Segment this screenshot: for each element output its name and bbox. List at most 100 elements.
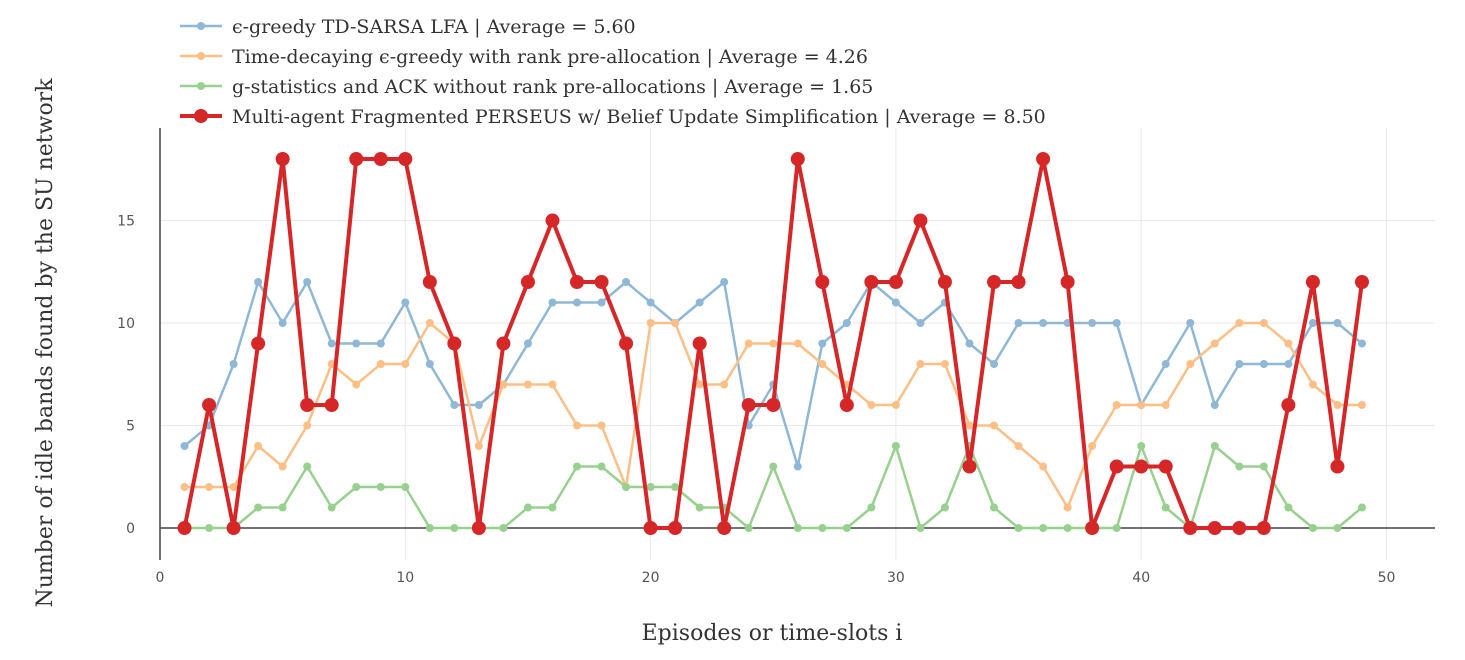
series-1-point xyxy=(1259,360,1268,368)
series-4-point xyxy=(496,336,511,351)
series-1-point xyxy=(1284,360,1293,368)
series-4-point xyxy=(790,152,805,166)
series-3-point xyxy=(376,483,385,491)
series-1-point xyxy=(425,360,434,368)
legend-swatch-marker xyxy=(197,52,205,60)
series-2-point xyxy=(1137,401,1146,409)
series-3-point xyxy=(793,524,802,532)
series-1-point xyxy=(916,319,925,327)
series-1-point xyxy=(1357,339,1366,348)
series-2-point xyxy=(1210,339,1219,348)
series-4-point xyxy=(888,275,903,289)
series-3-point xyxy=(1284,503,1293,512)
series-1-point xyxy=(376,339,385,348)
series-2-point xyxy=(818,360,827,368)
x-tick-label: 50 xyxy=(1378,570,1396,586)
series-1-point xyxy=(229,360,238,368)
series-2-point xyxy=(1088,442,1097,450)
series-4-point xyxy=(520,275,535,289)
series-1-point xyxy=(695,298,704,307)
series-2-point xyxy=(1259,319,1268,327)
series-1-point xyxy=(1308,319,1317,327)
legend-label: Multi-agent Fragmented PERSEUS w/ Belief… xyxy=(232,106,1046,128)
series-4-point xyxy=(1109,459,1124,474)
series-1-point xyxy=(1112,319,1121,327)
series-4-point xyxy=(349,152,364,166)
series-3-point xyxy=(499,524,508,532)
series-2-point xyxy=(523,380,532,389)
x-axis-title: Episodes or time-slots i xyxy=(642,621,903,646)
series-3-point xyxy=(352,483,361,491)
series-3-point xyxy=(278,503,287,512)
series-2-point xyxy=(278,462,287,471)
series-3-point xyxy=(1259,462,1268,471)
series-2-point xyxy=(1186,360,1195,368)
series-2-line xyxy=(183,321,1364,509)
series-2-point xyxy=(940,360,949,368)
series-1-point xyxy=(1088,319,1097,327)
series-2-point xyxy=(646,319,655,327)
series-1-point xyxy=(793,462,802,471)
series-1-point xyxy=(573,298,582,307)
series-3-point xyxy=(769,462,778,471)
series-4-point xyxy=(398,152,413,166)
series-2-point xyxy=(744,339,753,348)
grid xyxy=(160,128,1435,560)
series-4-point xyxy=(251,336,266,351)
legend-item-1: ϵ-greedy TD-SARSA LFA | Average = 5.60 xyxy=(180,16,636,38)
series-4-point xyxy=(447,336,462,351)
series-1-point xyxy=(352,339,361,348)
series-3-point xyxy=(205,524,214,532)
series-4-point xyxy=(471,521,486,535)
series-3-point xyxy=(1357,503,1366,512)
series-1-point xyxy=(327,339,336,348)
y-tick-label: 0 xyxy=(126,521,135,537)
series-4-point xyxy=(373,152,388,166)
series-1-point xyxy=(1039,319,1048,327)
y-tick-label: 5 xyxy=(126,419,135,435)
series-1-point xyxy=(180,442,189,450)
series-4-point xyxy=(619,336,634,351)
series-2-point xyxy=(769,339,778,348)
series-4-point xyxy=(937,275,952,289)
series-3-point xyxy=(1039,524,1048,532)
series-3-point xyxy=(303,462,312,471)
series-3-point xyxy=(548,503,557,512)
legend-item-4: Multi-agent Fragmented PERSEUS w/ Belief… xyxy=(180,106,1046,128)
series-2-point xyxy=(695,380,704,389)
series-2-point xyxy=(205,483,214,491)
series-2-point xyxy=(425,319,434,327)
series-3-point xyxy=(1137,442,1146,450)
y-axis-title: Number of idle bands found by the SU net… xyxy=(33,78,58,608)
series-1-point xyxy=(474,401,483,409)
series-4-point xyxy=(1060,275,1075,289)
series-1-point xyxy=(278,319,287,327)
series-3-point xyxy=(401,483,410,491)
series-3-point xyxy=(744,524,753,532)
series-1-point xyxy=(1161,360,1170,368)
series-4-point xyxy=(717,521,732,535)
series-2 xyxy=(180,319,1366,512)
series-4 xyxy=(177,152,1369,535)
series-4-point xyxy=(913,213,928,228)
series-3-point xyxy=(818,524,827,532)
series-4-point xyxy=(422,275,437,289)
series-4-point xyxy=(1085,521,1100,535)
series-4-point xyxy=(202,398,217,412)
series-1-point xyxy=(990,360,999,368)
series-3-point xyxy=(916,524,925,532)
legend-swatch-marker xyxy=(197,22,205,30)
series-1-point xyxy=(450,401,459,409)
series-2-point xyxy=(376,360,385,368)
series-4-point xyxy=(545,213,560,228)
series-3-point xyxy=(327,503,336,512)
series-1-point xyxy=(720,278,729,286)
series-4-point xyxy=(692,336,707,351)
series-2-point xyxy=(180,483,189,491)
series-3-point xyxy=(450,524,459,532)
series-1-point xyxy=(646,298,655,307)
legend-item-3: g-statistics and ACK without rank pre-al… xyxy=(180,76,873,98)
series-4-point xyxy=(1330,459,1345,474)
series-4-point xyxy=(275,152,290,166)
series-4-point xyxy=(1281,398,1296,412)
